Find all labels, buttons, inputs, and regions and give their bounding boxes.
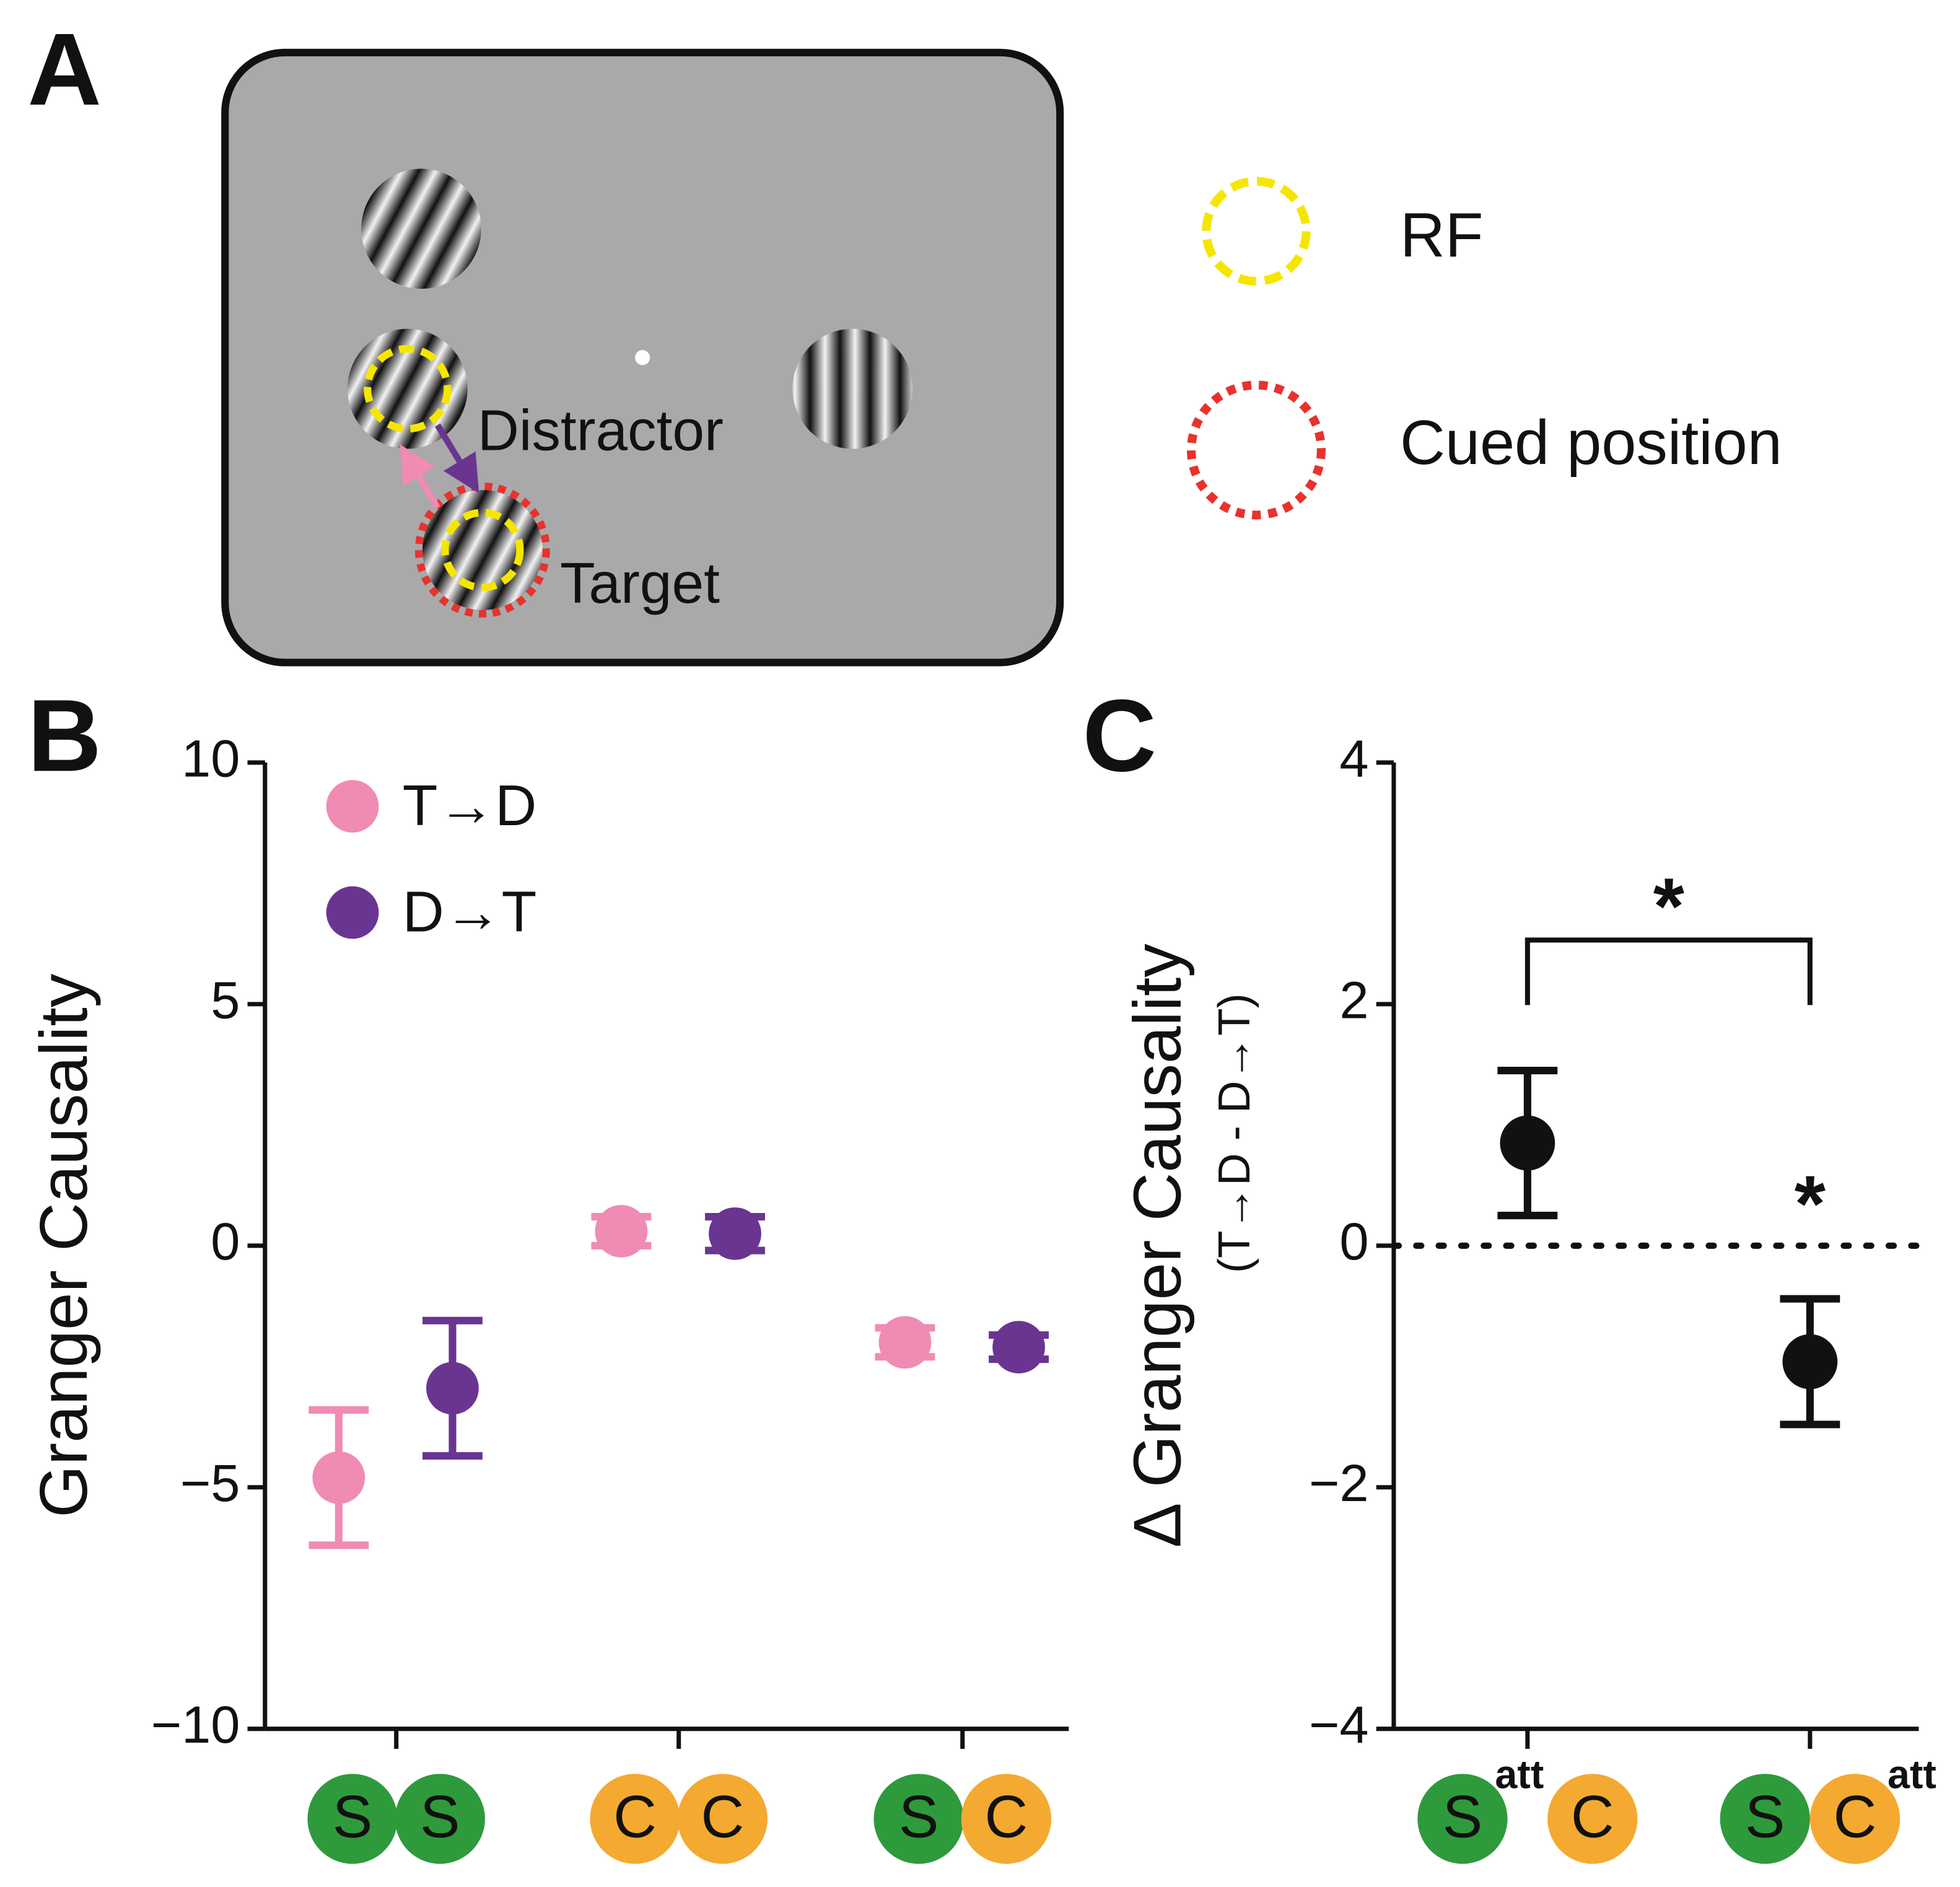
y-axis-sublabel: (T→D - D→T) <box>1209 993 1259 1273</box>
category-letter: S <box>899 1783 939 1850</box>
cue-circle <box>414 482 550 618</box>
y-tick-label: −2 <box>1309 1453 1369 1512</box>
y-tick-label: 4 <box>1339 729 1368 787</box>
legend-label: T→D <box>403 773 537 838</box>
point <box>426 1362 479 1415</box>
grating <box>422 490 543 610</box>
category-letter: C <box>613 1783 657 1850</box>
legend-rf <box>1202 177 1311 286</box>
point <box>1500 1115 1555 1171</box>
point <box>709 1207 761 1260</box>
significance: * <box>1795 1159 1826 1248</box>
y-tick-label: 2 <box>1339 970 1368 1029</box>
y-tick-label: −4 <box>1309 1695 1369 1754</box>
category-icon <box>873 1774 964 1864</box>
target-label: Target <box>560 551 720 615</box>
category-letter: C <box>1571 1783 1614 1850</box>
category-letter: S <box>420 1783 460 1850</box>
rf-circle <box>441 509 524 592</box>
point <box>1782 1334 1838 1390</box>
grating <box>361 169 481 289</box>
fixation <box>635 350 650 366</box>
arrow <box>400 444 440 509</box>
arrow <box>434 423 479 494</box>
panel-label: A <box>27 12 102 127</box>
category-letter: S <box>1745 1783 1785 1850</box>
y-tick-label: −10 <box>151 1695 240 1754</box>
grating <box>792 328 913 449</box>
legend-marker <box>326 886 379 939</box>
legend-marker <box>326 780 379 833</box>
rf-circle <box>364 344 452 433</box>
y-tick-label: 0 <box>211 1212 240 1271</box>
legend-text: RF <box>1400 201 1483 270</box>
category-icon <box>1720 1774 1810 1864</box>
category-letter: S <box>1443 1783 1483 1850</box>
category-letter: S <box>333 1783 373 1850</box>
significance: * <box>1653 862 1685 951</box>
category-superscript: att <box>1888 1752 1936 1797</box>
category-letter: C <box>1834 1783 1877 1850</box>
legend-text: Cued position <box>1400 408 1782 478</box>
category-icon <box>677 1774 768 1864</box>
category-icon <box>395 1774 485 1864</box>
point <box>878 1316 932 1369</box>
y-axis-label: Granger Causality <box>26 973 102 1518</box>
category-icon <box>1809 1774 1901 1864</box>
y-tick-label: 0 <box>1339 1212 1368 1271</box>
legend-cue <box>1186 380 1326 520</box>
category-icon <box>307 1774 398 1864</box>
y-axis-label: Δ Granger Causality <box>1119 943 1195 1548</box>
category-icon <box>590 1774 680 1864</box>
category-letter: C <box>984 1783 1028 1850</box>
category-letter: C <box>701 1783 744 1850</box>
panel-label: B <box>27 678 102 793</box>
y-tick-label: 5 <box>211 970 240 1029</box>
point <box>312 1451 365 1504</box>
legend-label: D→T <box>403 880 537 944</box>
category-icon <box>1547 1774 1638 1864</box>
bracket <box>1525 937 1813 1005</box>
category-icon <box>961 1774 1052 1864</box>
y-tick-label: 10 <box>182 729 240 787</box>
category-superscript: att <box>1495 1752 1544 1797</box>
panel-a: A Distractor Target RF Cued position <box>27 12 1782 667</box>
point <box>595 1205 648 1258</box>
category-icon <box>1417 1774 1508 1864</box>
distractor-label: Distractor <box>478 398 724 463</box>
y-tick-label: −5 <box>180 1453 240 1512</box>
point <box>992 1321 1045 1373</box>
panel-label: C <box>1082 678 1157 793</box>
